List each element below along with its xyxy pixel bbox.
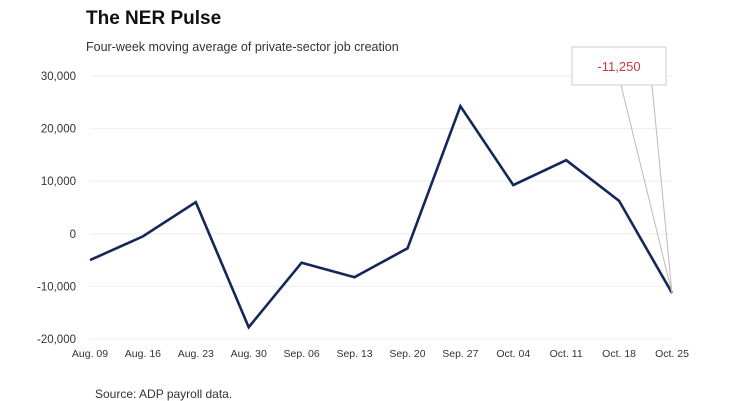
callout-label: -11,250: [597, 59, 640, 74]
x-tick-label: Aug. 09: [72, 348, 108, 360]
source-note: Source: ADP payroll data.: [95, 387, 232, 401]
callout-leader: [620, 84, 673, 294]
x-tick-label: Aug. 30: [231, 348, 267, 360]
gridlines: [90, 75, 672, 340]
x-tick-label: Sep. 13: [336, 348, 372, 360]
x-axis-ticks: Aug. 09 Aug. 16 Aug. 23 Aug. 30 Sep. 06 Sep. …: [72, 348, 689, 360]
series-group: [89, 103, 674, 330]
y-tick-label: 20,000: [41, 124, 76, 136]
chart-subtitle: Four-week moving average of private-sect…: [86, 40, 399, 54]
x-tick-label: Oct. 04: [496, 348, 530, 360]
x-tick-label: Oct. 25: [655, 348, 689, 360]
y-tick-label: 10,000: [41, 176, 76, 188]
x-tick-label: Aug. 23: [178, 348, 214, 360]
x-tick-label: Aug. 16: [125, 348, 161, 360]
x-tick-label: Oct. 11: [550, 348, 583, 360]
callout-box: [571, 46, 667, 86]
x-tick-label: Oct. 18: [602, 348, 636, 360]
y-tick-label: 0: [70, 229, 76, 241]
chart-title: The NER Pulse: [86, 8, 221, 29]
y-tick-label: -20,000: [37, 334, 76, 346]
y-tick-label: 30,000: [41, 71, 76, 83]
y-tick-label: -10,000: [37, 281, 76, 293]
x-tick-label: Sep. 27: [442, 348, 478, 360]
callout: -11,250: [571, 46, 673, 294]
y-axis-ticks: 30,000 20,000 10,000 0 -10,000 -20,000: [37, 71, 76, 346]
series-line: [89, 103, 674, 330]
x-tick-label: Sep. 20: [389, 348, 425, 360]
x-tick-label: Sep. 06: [284, 348, 320, 360]
